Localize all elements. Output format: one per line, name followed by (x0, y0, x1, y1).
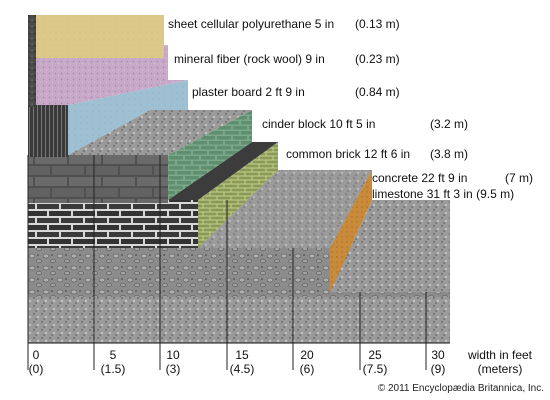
label-common-brick-feet: 12 ft 6 in (364, 147, 411, 161)
label-cinder-block-name: cinder block (262, 117, 327, 131)
label-polyurethane-meters: (0.13 m) (355, 17, 400, 31)
label-limestone-feet: 31 ft 3 in (426, 187, 473, 201)
label-plaster-board-feet: 2 ft 9 in (265, 85, 305, 99)
axis-ticks (27, 155, 427, 370)
tick-10-meters: (3) (165, 362, 181, 376)
dark-stripe-column (28, 105, 68, 157)
tick-0-feet: 0 (32, 348, 40, 362)
tick-label-15: 15 (4.5) (222, 348, 262, 376)
label-concrete: concrete 22 ft 9 in (372, 171, 467, 185)
mineral-fiber-block (36, 45, 188, 105)
tick-10-feet: 10 (166, 348, 180, 362)
label-mineral-fiber: mineral fiber (rock wool) 9 in (174, 52, 325, 66)
copyright-notice: © 2011 Encyclopædia Britannica, Inc. (377, 383, 544, 394)
polyurethane-block (36, 15, 164, 58)
concrete-top-speckle (198, 170, 372, 248)
label-concrete-feet: 22 ft 9 in (421, 171, 468, 185)
cinder-block-face (168, 110, 252, 200)
dark-brick-layer (28, 200, 198, 248)
tick-15-meters: (4.5) (229, 362, 255, 376)
tick-0-meters: (0) (28, 362, 44, 376)
label-concrete-name: concrete (372, 171, 419, 185)
tick-15-feet: 15 (235, 348, 249, 362)
limestone-step (330, 200, 450, 292)
label-cinder-block: cinder block 10 ft 5 in (262, 117, 375, 131)
label-cinder-block-meters: (3.2 m) (430, 117, 469, 131)
label-common-brick: common brick 12 ft 6 in (286, 147, 410, 161)
tick-label-25: 25 (7.5) (355, 348, 395, 376)
tick-label-5: 5 (1.5) (93, 348, 133, 376)
label-limestone: limestone 31 ft 3 in (9.5 m) (372, 187, 514, 201)
label-common-brick-meters: (3.8 m) (430, 147, 469, 161)
gray-block-layer (28, 155, 168, 203)
tick-label-10: 10 (3) (153, 348, 193, 376)
tick-5-meters: (1.5) (100, 362, 126, 376)
axis-title-feet: width in feet (467, 348, 533, 362)
label-mineral-fiber-meters: (0.23 m) (355, 52, 400, 66)
tick-20-feet: 20 (300, 348, 314, 362)
label-plaster-board-name: plaster board (192, 85, 263, 99)
axis-title-meters: (meters) (477, 362, 523, 376)
tick-25-meters: (7.5) (362, 362, 388, 376)
axis-title: width in feet (meters) (456, 348, 544, 376)
tick-30-meters: (9) (430, 362, 446, 376)
tick-20-meters: (6) (299, 362, 315, 376)
label-mineral-fiber-feet: 9 in (305, 52, 325, 66)
concrete-edge (330, 170, 372, 292)
common-brick-top (168, 142, 278, 200)
label-limestone-name: limestone (372, 187, 424, 201)
cinder-block-top (68, 110, 252, 155)
tick-label-30: 30 (9) (418, 348, 458, 376)
tick-5-feet: 5 (109, 348, 117, 362)
label-polyurethane-feet: 5 in (314, 17, 335, 31)
label-cinder-block-feet: 10 ft 5 in (329, 117, 376, 131)
label-polyurethane-name: sheet cellular polyurethane (168, 17, 312, 31)
tick-label-0: 0 (0) (16, 348, 56, 376)
tick-25-feet: 25 (368, 348, 382, 362)
label-polyurethane: sheet cellular polyurethane 5 in (168, 17, 334, 31)
label-common-brick-name: common brick (286, 147, 361, 161)
tick-30-feet: 30 (431, 348, 445, 362)
common-brick-face (198, 142, 278, 248)
dark-speckle-column (28, 15, 36, 107)
label-limestone-meters: (9.5 m) (476, 187, 515, 201)
tick-label-20: 20 (6) (287, 348, 327, 376)
foundation-bottom-layer (28, 295, 450, 343)
label-mineral-fiber-name: mineral fiber (rock wool) (174, 52, 303, 66)
label-plaster-board-meters: (0.84 m) (355, 85, 400, 99)
label-concrete-meters: (7 m) (505, 171, 533, 185)
label-plaster-board: plaster board 2 ft 9 in (192, 85, 305, 99)
